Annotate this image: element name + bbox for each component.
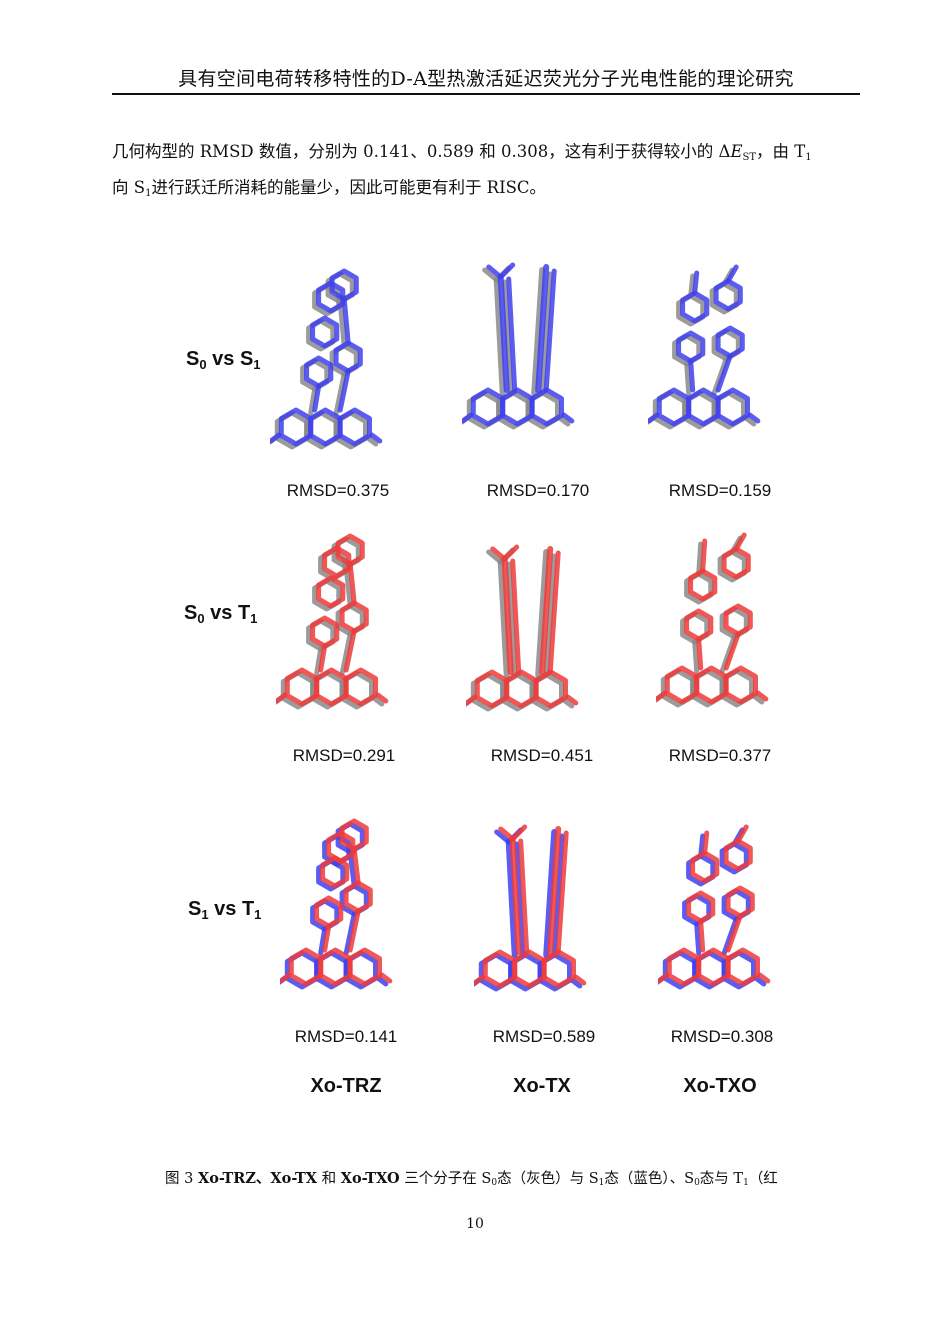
structure-xo-tx-s0-s1 — [462, 262, 575, 430]
figure-caption: 图 3 Xo-TRZ、Xo-TX 和 Xo-TXO 三个分子在 S0态（灰色）与… — [165, 1170, 778, 1188]
rmsd-xo-txo-s0-s1: RMSD=0.159 — [668, 481, 772, 500]
structure-xo-tx-s1-t1 — [474, 824, 587, 992]
row-label-s1-vs-t1: S1 vs T1 — [188, 898, 262, 922]
structure-xo-tx-s0-t1 — [466, 544, 579, 712]
rmsd-xo-txo-s1-t1: RMSD=0.308 — [670, 1027, 774, 1046]
running-header: 具有空间电荷转移特性的D-A型热激活延迟荧光分子光电性能的理论研究 — [178, 68, 794, 90]
structure-xo-txo-s0-t1 — [656, 532, 769, 708]
structure-xo-txo-s1-t1 — [658, 824, 771, 990]
s1-subscript: 1 — [145, 188, 152, 199]
rmsd-xo-tx-s0-s1: RMSD=0.170 — [486, 481, 590, 500]
structure-xo-trz-s0-s1 — [270, 268, 383, 450]
structure-xo-trz-s1-t1 — [280, 818, 393, 990]
body-paragraph-line-1: 几何构型的 RMSD 数值，分别为 0.141、0.589 和 0.308，这有… — [112, 142, 862, 168]
t1-subscript: 1 — [805, 152, 812, 163]
rmsd-xo-trz-s0-s1: RMSD=0.375 — [286, 481, 390, 500]
line2-tail: 进行跃迁所消耗的能量少，因此可能更有利于 RISC。 — [151, 178, 547, 197]
rmsd-xo-trz-s0-t1: RMSD=0.291 — [292, 746, 396, 765]
header-rule — [112, 93, 860, 95]
row-label-s0-vs-t1: S0 vs T1 — [184, 602, 258, 626]
rmsd-xo-tx-s0-t1: RMSD=0.451 — [490, 746, 594, 765]
energy-symbol: E — [730, 142, 743, 161]
molecule-name-xo-txo: Xo-TXO — [683, 1075, 757, 1097]
body-paragraph-line-2: 向 S1进行跃迁所消耗的能量少，因此可能更有利于 RISC。 — [112, 178, 862, 204]
line1-tail: ，由 T — [756, 142, 806, 161]
rmsd-xo-txo-s0-t1: RMSD=0.377 — [668, 746, 772, 765]
line2-text: 向 S — [112, 178, 146, 197]
molecule-name-xo-trz: Xo-TRZ — [310, 1075, 382, 1097]
energy-subscript: ST — [742, 152, 757, 163]
structure-xo-txo-s0-s1 — [648, 264, 761, 430]
structure-xo-trz-s0-t1 — [276, 533, 389, 710]
line1-text: 几何构型的 RMSD 数值，分别为 0.141、0.589 和 0.308，这有… — [112, 142, 731, 161]
row-label-s0-vs-s1: S0 vs S1 — [186, 348, 261, 372]
rmsd-xo-tx-s1-t1: RMSD=0.589 — [492, 1027, 596, 1046]
molecule-name-xo-tx: Xo-TX — [513, 1075, 571, 1097]
page-number: 10 — [466, 1216, 484, 1232]
rmsd-xo-trz-s1-t1: RMSD=0.141 — [294, 1027, 398, 1046]
